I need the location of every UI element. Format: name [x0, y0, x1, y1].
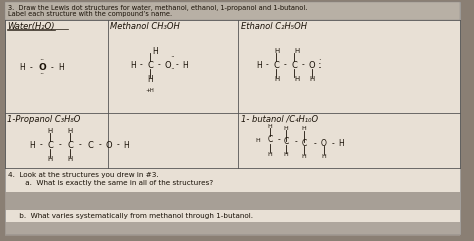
Text: -: - — [295, 138, 297, 147]
Text: -: - — [314, 140, 316, 148]
Text: 1- butanol /C₄H₁₀O: 1- butanol /C₄H₁₀O — [241, 115, 318, 124]
Text: H: H — [29, 141, 35, 149]
Text: C: C — [283, 138, 289, 147]
Text: C: C — [67, 141, 73, 149]
Text: -: - — [158, 60, 160, 69]
Text: -: - — [278, 135, 281, 145]
Text: H: H — [255, 138, 260, 142]
Text: H: H — [256, 60, 262, 69]
Text: C: C — [147, 60, 153, 69]
Text: -: - — [40, 141, 42, 149]
Text: H: H — [58, 63, 64, 73]
Text: -: - — [51, 63, 54, 73]
Text: -: - — [29, 63, 32, 73]
Text: -: - — [99, 141, 101, 149]
FancyBboxPatch shape — [5, 192, 460, 210]
Text: -: - — [140, 60, 142, 69]
Text: C: C — [273, 60, 279, 69]
Text: C: C — [87, 141, 93, 149]
Text: H: H — [152, 47, 158, 55]
Text: H: H — [47, 156, 53, 162]
Text: 3.  Draw the Lewis dot structures for water, methanol, ethanol, 1-propanol and 1: 3. Draw the Lewis dot structures for wat… — [8, 5, 307, 11]
Text: H: H — [147, 74, 153, 83]
Text: H: H — [274, 76, 280, 82]
Text: ··: ·· — [171, 54, 175, 62]
Text: O: O — [321, 140, 327, 148]
Text: -: - — [79, 141, 82, 149]
Text: H: H — [130, 60, 136, 69]
Text: -: - — [59, 141, 61, 149]
Text: :: : — [318, 60, 322, 70]
Text: ·: · — [318, 56, 320, 66]
Text: H: H — [67, 156, 73, 162]
Text: C: C — [301, 140, 307, 148]
Text: O: O — [106, 141, 112, 149]
Text: Ethanol C₂H₅OH: Ethanol C₂H₅OH — [241, 22, 307, 31]
Text: ··: ·· — [39, 71, 45, 80]
Text: H: H — [301, 154, 306, 159]
Text: ·: · — [318, 65, 320, 74]
Text: O: O — [164, 60, 171, 69]
Text: a.  What is exactly the same in all of the structures?: a. What is exactly the same in all of th… — [14, 180, 213, 186]
Text: H: H — [19, 63, 25, 73]
Text: -: - — [117, 141, 119, 149]
Text: H: H — [47, 128, 53, 134]
Text: Label each structure with the compound’s name.: Label each structure with the compound’s… — [8, 11, 172, 17]
Text: H: H — [268, 123, 273, 128]
Text: O: O — [309, 60, 315, 69]
Text: O: O — [38, 63, 46, 73]
Text: -: - — [176, 60, 178, 69]
FancyBboxPatch shape — [5, 222, 460, 236]
Text: ··: ·· — [171, 66, 175, 74]
Text: ··: ·· — [39, 56, 45, 66]
Text: C: C — [291, 60, 297, 69]
Text: -: - — [265, 60, 268, 69]
Text: C: C — [267, 135, 273, 145]
Text: H: H — [283, 153, 288, 158]
Text: H: H — [67, 128, 73, 134]
Text: H: H — [268, 152, 273, 156]
Text: H: H — [123, 141, 129, 149]
Text: H: H — [322, 154, 327, 159]
Text: 4.  Look at the structures you drew in #3.: 4. Look at the structures you drew in #3… — [8, 172, 159, 178]
Text: Methanol CH₃OH: Methanol CH₃OH — [110, 22, 180, 31]
Text: H: H — [283, 126, 288, 130]
Text: H: H — [182, 60, 188, 69]
FancyBboxPatch shape — [5, 2, 460, 234]
Text: Water(H₂O): Water(H₂O) — [7, 22, 55, 31]
Text: -: - — [332, 140, 334, 148]
Text: -: - — [283, 60, 286, 69]
Text: H: H — [310, 76, 315, 82]
Text: H: H — [294, 48, 300, 54]
Text: 1-Propanol C₃H₈O: 1-Propanol C₃H₈O — [7, 115, 81, 124]
FancyBboxPatch shape — [5, 2, 460, 20]
Text: b.  What varies systematically from methanol through 1-butanol.: b. What varies systematically from metha… — [8, 213, 253, 219]
Text: +H: +H — [146, 87, 155, 93]
Text: H: H — [274, 48, 280, 54]
Text: H: H — [338, 140, 344, 148]
Text: -: - — [301, 60, 304, 69]
Text: H: H — [301, 127, 306, 132]
Text: C: C — [47, 141, 53, 149]
Text: H: H — [294, 76, 300, 82]
